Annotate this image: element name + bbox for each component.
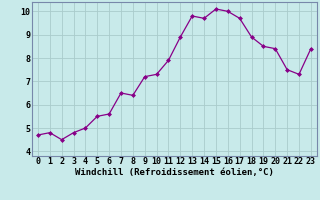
X-axis label: Windchill (Refroidissement éolien,°C): Windchill (Refroidissement éolien,°C) [75, 168, 274, 177]
